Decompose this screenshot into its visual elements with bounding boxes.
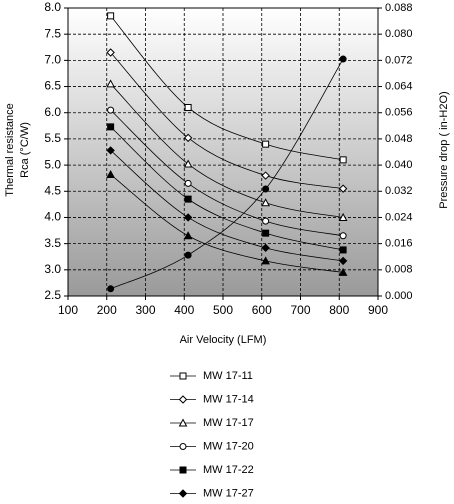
data-point bbox=[107, 106, 115, 114]
series-line bbox=[110, 126, 344, 251]
data-point bbox=[262, 229, 270, 237]
y-tick-label: 3.5 bbox=[44, 236, 61, 250]
series-line bbox=[110, 174, 344, 273]
y2-tick-label: 0.040 bbox=[385, 159, 413, 171]
y-tick-label: 7.5 bbox=[44, 26, 61, 40]
data-point bbox=[262, 140, 270, 148]
data-point bbox=[261, 243, 270, 253]
y2-axis-title: Pressure drop ( in-H2O) bbox=[438, 91, 450, 208]
y2-tick-label: 0.072 bbox=[385, 54, 413, 66]
data-point bbox=[184, 251, 192, 259]
data-point bbox=[262, 217, 270, 225]
data-point bbox=[339, 232, 347, 240]
y2-tick-label: 0.048 bbox=[385, 133, 413, 145]
data-point bbox=[261, 198, 270, 207]
x-tick-label: 400 bbox=[174, 303, 194, 317]
data-point bbox=[107, 12, 115, 20]
x-tick-label: 200 bbox=[97, 303, 117, 317]
y2-tick-label: 0.008 bbox=[385, 264, 413, 276]
x-tick-label: 100 bbox=[58, 303, 78, 317]
y-axis-title: Rca (°C/W) bbox=[19, 122, 31, 178]
y2-tick-label: 0.088 bbox=[385, 2, 413, 14]
legend-marker bbox=[179, 372, 187, 380]
data-point bbox=[106, 169, 115, 179]
legend-label: MW 17-22 bbox=[203, 464, 254, 476]
series-line bbox=[110, 58, 344, 290]
data-point bbox=[183, 159, 193, 168]
legend-marker bbox=[178, 418, 188, 427]
x-tick-label: 300 bbox=[135, 303, 155, 317]
data-point bbox=[262, 185, 270, 193]
data-point bbox=[338, 212, 348, 221]
data-point bbox=[338, 267, 348, 276]
series-line bbox=[110, 52, 344, 190]
legend-label: MW 17-27 bbox=[203, 487, 254, 499]
data-point bbox=[261, 171, 270, 180]
data-point bbox=[183, 213, 193, 222]
legend-marker bbox=[179, 443, 187, 450]
y2-tick-label: 0.064 bbox=[385, 80, 413, 92]
y-tick-label: 5.5 bbox=[44, 131, 61, 145]
y2-tick-label: 0.032 bbox=[385, 185, 413, 197]
data-point bbox=[338, 256, 348, 266]
y-tick-label: 5.0 bbox=[44, 157, 61, 171]
y-tick-label: 7.0 bbox=[44, 53, 61, 67]
legend-label: MW 17-14 bbox=[203, 393, 254, 405]
x-tick-label: 600 bbox=[252, 303, 272, 317]
x-tick-label: 700 bbox=[290, 303, 310, 317]
data-point bbox=[107, 123, 115, 131]
series-line bbox=[110, 83, 344, 218]
series-line bbox=[110, 15, 344, 161]
y-tick-label: 8.0 bbox=[44, 0, 61, 14]
data-point bbox=[107, 285, 115, 293]
data-point bbox=[261, 256, 270, 265]
y-tick-label: 4.0 bbox=[44, 210, 61, 224]
legend-marker bbox=[178, 395, 188, 404]
y-tick-label: 6.0 bbox=[44, 105, 61, 119]
data-point bbox=[184, 195, 192, 203]
x-tick-label: 800 bbox=[329, 303, 349, 317]
legend-label: MW 17-11 bbox=[203, 370, 253, 382]
y-axis-title: Thermal resistance bbox=[4, 103, 16, 197]
series-line bbox=[110, 150, 344, 262]
data-point bbox=[106, 48, 115, 57]
data-point bbox=[183, 133, 193, 143]
legend-marker bbox=[178, 489, 188, 498]
y2-tick-label: 0.080 bbox=[385, 28, 413, 40]
data-point bbox=[338, 184, 348, 193]
data-point bbox=[184, 103, 192, 111]
y2-tick-label: 0.016 bbox=[385, 238, 413, 250]
x-tick-label: 500 bbox=[213, 303, 233, 317]
y2-tick-label: 0.056 bbox=[385, 107, 413, 119]
y2-tick-label: 0.000 bbox=[385, 290, 413, 302]
data-point bbox=[106, 79, 115, 88]
y-tick-label: 3.0 bbox=[44, 262, 61, 276]
legend-marker bbox=[179, 466, 187, 474]
data-point bbox=[106, 146, 115, 155]
legend-label: MW 17-17 bbox=[203, 417, 254, 429]
y-tick-label: 6.5 bbox=[44, 79, 61, 93]
series-line bbox=[110, 109, 344, 237]
legend-label: MW 17-20 bbox=[203, 440, 254, 452]
data-point bbox=[183, 231, 193, 240]
y2-tick-label: 0.024 bbox=[385, 211, 413, 223]
data-point bbox=[339, 156, 347, 164]
data-point bbox=[339, 246, 347, 254]
y-tick-label: 2.5 bbox=[44, 288, 61, 302]
data-point bbox=[184, 179, 192, 187]
x-axis-title: Air Velocity (LFM) bbox=[180, 334, 267, 346]
data-point bbox=[339, 55, 347, 63]
y-tick-label: 4.5 bbox=[44, 183, 61, 197]
plot-background bbox=[68, 8, 378, 296]
plot-frame bbox=[67, 7, 379, 297]
x-tick-label: 900 bbox=[368, 303, 388, 317]
